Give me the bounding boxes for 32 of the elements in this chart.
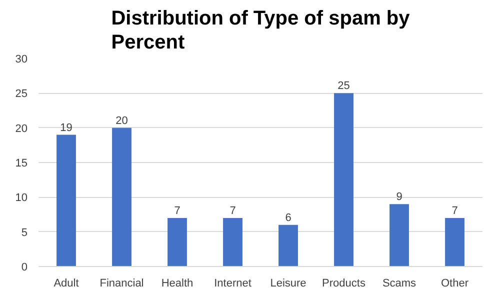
data-label: 20 [116,114,128,127]
x-tick-label: Products [322,278,366,290]
x-tick-label: Health [161,278,194,290]
bar [390,204,409,266]
data-label: 6 [285,212,292,224]
x-tick-label: Other [440,278,469,290]
x-tick-label: Scams [382,278,417,290]
x-tick-label: Financial [100,278,144,290]
bar [168,218,187,266]
bar [445,218,464,266]
data-label: 25 [338,80,350,92]
data-label: 7 [230,204,236,217]
bar [278,224,298,266]
bar [334,93,354,266]
data-label: 19 [60,122,72,134]
x-tick-label: Adult [54,278,79,290]
chart-title: Distribution of Type of spam by Percent [111,7,411,54]
y-tick-label: 30 [15,54,28,66]
bar [56,134,76,266]
y-tick-label: 15 [15,158,28,170]
y-tick-label: 20 [15,122,28,135]
x-tick-label: Internet [214,278,252,290]
data-label: 9 [396,191,402,204]
y-tick-label: 10 [15,192,28,204]
bar [112,128,132,266]
x-tick-label: Leisure [270,278,306,290]
bar [223,218,242,266]
y-tick-label: 25 [15,88,28,100]
y-tick-label: 0 [21,262,28,274]
data-label: 7 [452,204,458,217]
y-tick-label: 5 [21,226,28,239]
data-label: 7 [174,204,180,217]
